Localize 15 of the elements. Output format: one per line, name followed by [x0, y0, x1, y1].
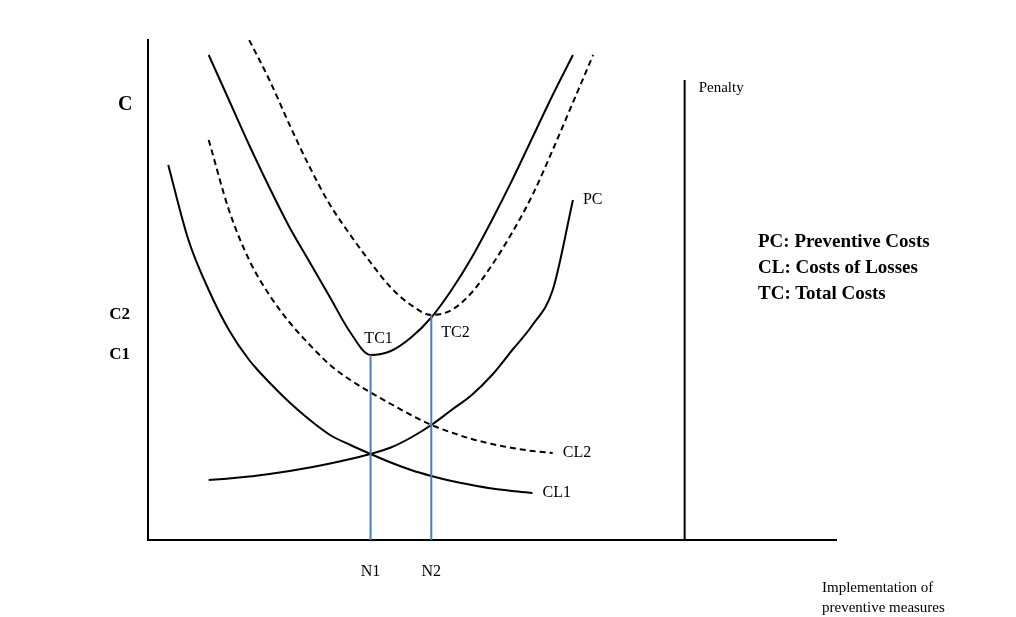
y2-axis-title: Penalty [698, 78, 745, 95]
x-axis-title: Implementation of preventive measures [822, 578, 946, 615]
series-label: TC2 [441, 323, 470, 341]
annotation: CL: Costs of Losses [758, 255, 918, 277]
series-label: TC1 [364, 329, 393, 347]
series-label: CL1 [542, 483, 571, 501]
text: C2 [109, 304, 130, 324]
x-tick-label: N2 [421, 561, 442, 579]
x-tick-label: N1 [360, 561, 381, 579]
text: C1 [109, 344, 130, 364]
series-label: PC [582, 190, 603, 208]
annotation: PC: Preventive Costs [758, 229, 930, 251]
series-label: CL2 [562, 443, 592, 461]
annotation: TC: Total Costs [758, 281, 886, 303]
y-axis-title: C [118, 92, 133, 115]
